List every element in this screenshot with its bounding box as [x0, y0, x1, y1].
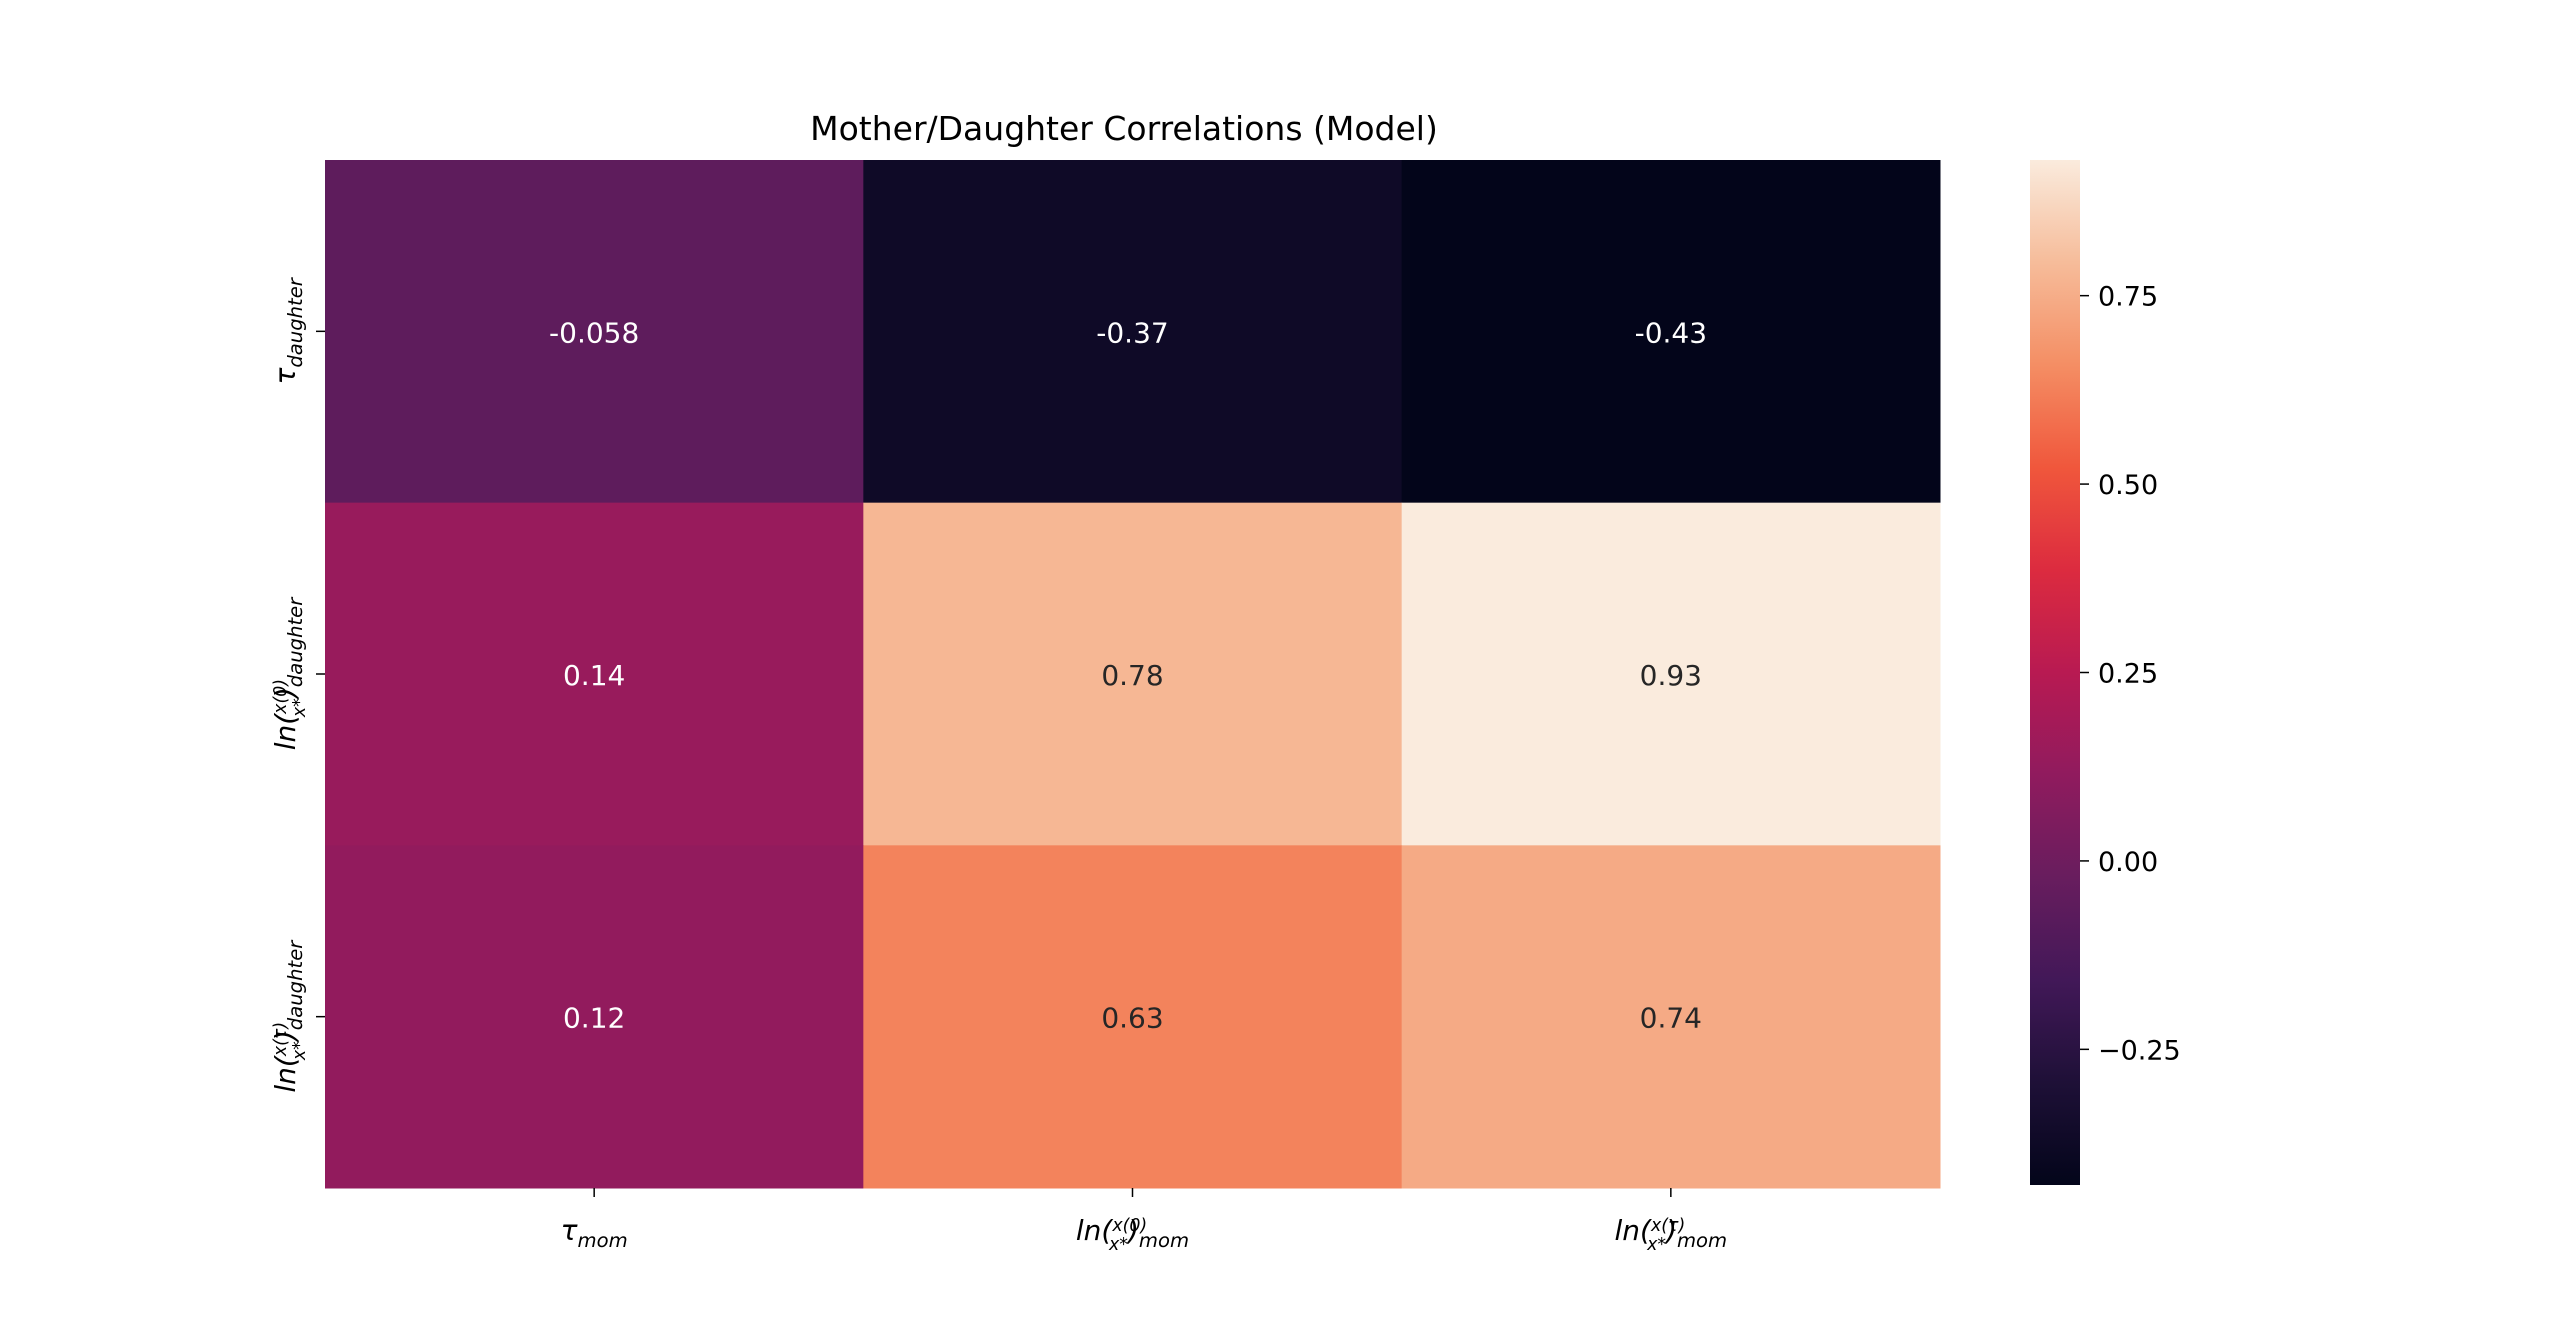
heatmap-cell-r1-c2 — [1401, 502, 1941, 846]
x-tick-label-0: τmom — [561, 1214, 628, 1252]
heatmap-cell-r0-c0 — [325, 160, 864, 504]
colorbar-gradient — [2030, 160, 2080, 1185]
svg-text:ln(x(0)x*)mom: ln(x(0) x*)mom — [1076, 1214, 1189, 1255]
colorbar-tick-label-1: 0.00 — [2098, 847, 2158, 878]
svg-text:τdaughter: τdaughter — [269, 276, 307, 384]
colorbar-tick-label-3: 0.50 — [2098, 470, 2158, 501]
colorbar: −0.25 0.00 0.25 0.50 0.75 — [2030, 160, 2181, 1185]
cell-value-label-r0-c1: -0.37 — [1096, 316, 1168, 349]
x-axis: τmom ln(x(0) x*)mom ln(x(τ) x*)mom — [561, 1188, 1727, 1255]
cell-value-label-r1-c0: 0.14 — [563, 659, 625, 692]
cell-value-label-r2-c1: 0.63 — [1101, 1002, 1163, 1035]
heatmap-cell-r1-c1 — [863, 502, 1403, 846]
cell-value-label-r1-c2: 0.93 — [1640, 659, 1702, 692]
x-tick-label-2: ln(x(τ) x*)mom — [1615, 1214, 1728, 1255]
cell-value-label-r1-c1: 0.78 — [1101, 659, 1163, 692]
cell-value-label-r2-c2: 0.74 — [1640, 1002, 1702, 1035]
heatmap-cell-r0-c1 — [863, 160, 1403, 504]
svg-text:τmom: τmom — [561, 1214, 628, 1252]
heatmap-cells — [325, 160, 1941, 1189]
colorbar-tick-label-4: 0.75 — [2098, 282, 2158, 313]
heatmap-cell-r1-c0 — [325, 502, 864, 846]
y-tick-label-2: ln(x(τ)x*)daughter — [269, 939, 310, 1093]
svg-text:ln(x(0)x*)daughter: ln(x(0)x*)daughter — [269, 596, 310, 750]
y-tick-label-0: τdaughter — [269, 276, 307, 384]
y-tick-label-1: ln(x(0)x*)daughter — [269, 596, 310, 750]
heatmap-value-labels: -0.058 -0.37 -0.43 0.14 0.78 0.93 0.12 0.63 0.74 — [549, 316, 1707, 1034]
cell-value-label-r0-c0: -0.058 — [549, 316, 639, 349]
cell-value-label-r2-c0: 0.12 — [563, 1002, 625, 1035]
heatmap-cell-r2-c2 — [1401, 845, 1941, 1189]
heatmap-cell-r2-c1 — [863, 845, 1403, 1189]
cell-value-label-r0-c2: -0.43 — [1635, 316, 1707, 349]
heatmap-cell-r2-c0 — [325, 845, 864, 1189]
colorbar-tick-label-0: −0.25 — [2098, 1035, 2181, 1066]
heatmap-cell-r0-c2 — [1401, 160, 1941, 504]
colorbar-ticks: −0.25 0.00 0.25 0.50 0.75 — [2080, 282, 2181, 1066]
chart-title: Mother/Daughter Correlations (Model) — [810, 109, 1438, 148]
y-axis: τdaughter ln(x(0)x*)daughter ln(x(τ)x*)dau… — [269, 276, 325, 1093]
svg-text:ln(x(τ)x*)mom: ln(x(τ) x*)mom — [1615, 1214, 1728, 1255]
svg-text:ln(x(τ)x*)daughter: ln(x(τ)x*)daughter — [269, 939, 310, 1093]
x-tick-label-1: ln(x(0) x*)mom — [1076, 1214, 1189, 1255]
colorbar-tick-label-2: 0.25 — [2098, 659, 2158, 690]
